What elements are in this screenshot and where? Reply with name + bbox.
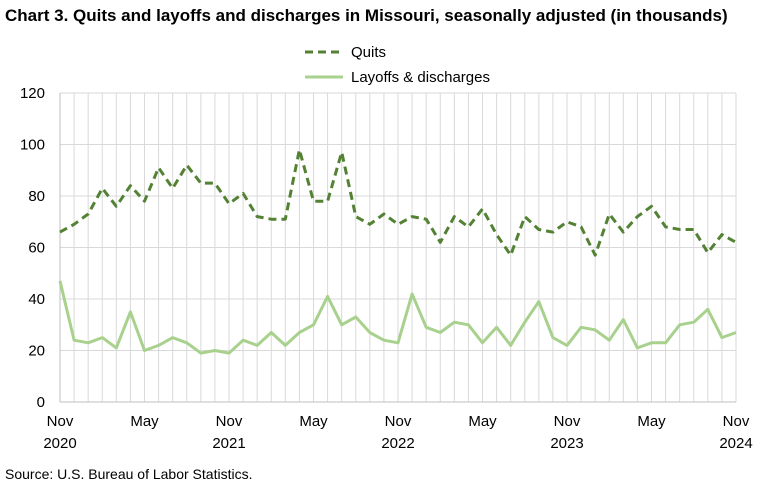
x-tick-label: Nov [47,413,74,430]
gridlines [59,92,737,402]
legend-label: Layoffs & discharges [351,69,490,86]
x-tick-label: Nov [385,413,412,430]
x-tick-year-label: 2023 [550,435,583,452]
axes [59,93,736,403]
series-lines [58,148,737,355]
x-tick-label: May [468,413,497,430]
x-tick-label: Nov [216,413,243,430]
x-tick-year-label: 2022 [381,435,414,452]
x-tick-year-label: 2020 [43,435,76,452]
chart-title: Chart 3. Quits and layoffs and discharge… [5,6,728,25]
x-tick-year-label: 2024 [719,435,752,452]
y-tick-label: 120 [20,85,45,102]
x-tick-label: May [637,413,666,430]
y-tick-label: 100 [20,137,45,154]
x-tick-label: May [130,413,159,430]
x-tick-label: Nov [554,413,581,430]
x-tick-label: May [299,413,328,430]
x-tick-year-label: 2021 [212,435,245,452]
legend: Quits Layoffs & discharges [305,44,490,86]
y-tick-label: 60 [28,240,45,257]
y-tick-label: 0 [37,394,45,411]
y-tick-label: 20 [28,343,45,360]
y-tick-label: 40 [28,291,45,308]
legend-label: Quits [351,44,386,61]
tick-labels: 0 20 40 60 80 100 120 Nov 2020 May Nov 2021 May Nov 20… [20,85,753,452]
y-tick-label: 80 [28,188,45,205]
x-tick-label: Nov [723,413,750,430]
source-note: Source: U.S. Bureau of Labor Statistics. [5,466,253,482]
